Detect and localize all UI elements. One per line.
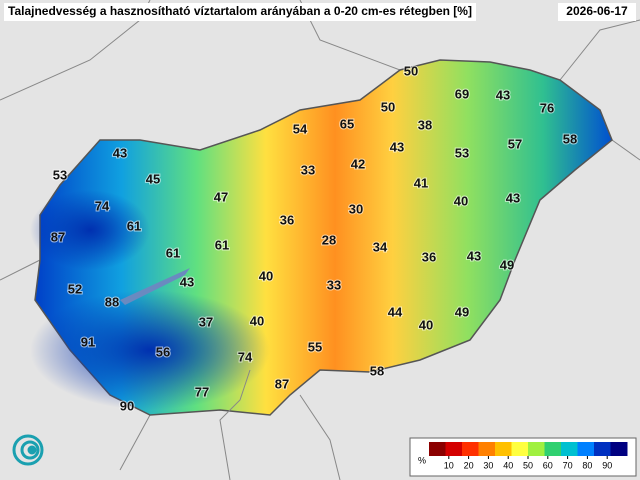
value-label: 53 xyxy=(455,145,469,160)
value-label: 76 xyxy=(540,100,554,115)
value-label: 90 xyxy=(120,398,134,413)
value-label: 43 xyxy=(496,87,510,102)
value-label: 55 xyxy=(308,339,322,354)
value-label: 40 xyxy=(250,313,264,328)
value-label: 43 xyxy=(390,139,404,154)
logo xyxy=(12,434,44,466)
value-label: 49 xyxy=(455,304,469,319)
value-label: 61 xyxy=(166,245,180,260)
value-label: 58 xyxy=(370,363,384,378)
value-label: 45 xyxy=(146,171,160,186)
value-label: 30 xyxy=(349,201,363,216)
border xyxy=(219,369,251,480)
value-label: 69 xyxy=(455,86,469,101)
colorbar-swatch xyxy=(429,442,446,456)
value-label: 34 xyxy=(373,239,388,254)
value-label: 33 xyxy=(301,162,315,177)
colorbar-tick-label: 90 xyxy=(602,460,612,470)
value-label: 77 xyxy=(195,384,209,399)
colorbar-tick-label: 30 xyxy=(483,460,493,470)
value-label: 49 xyxy=(500,257,514,272)
value-label: 44 xyxy=(388,304,403,319)
value-label: 43 xyxy=(506,190,520,205)
value-label: 42 xyxy=(351,156,365,171)
value-label: 57 xyxy=(508,136,522,151)
colorbar-swatch xyxy=(577,442,595,456)
value-label: 36 xyxy=(280,212,294,227)
value-label: 87 xyxy=(51,229,65,244)
value-label: 53 xyxy=(53,167,67,182)
colorbar-swatch xyxy=(528,442,545,456)
date: 2026-06-17 xyxy=(566,4,628,18)
value-label: 54 xyxy=(293,121,308,136)
colorbar-tick-label: 40 xyxy=(503,460,513,470)
value-label: 40 xyxy=(454,193,468,208)
value-label: 47 xyxy=(214,189,228,204)
colorbar-tick-label: 20 xyxy=(464,460,474,470)
value-label: 58 xyxy=(563,131,577,146)
value-label: 56 xyxy=(156,344,170,359)
value-label: 40 xyxy=(259,268,273,283)
colorbar-swatch xyxy=(478,442,496,456)
value-label: 28 xyxy=(322,232,336,247)
date-box xyxy=(558,3,636,21)
colorbar-swatch xyxy=(462,442,479,456)
value-label: 65 xyxy=(340,116,354,131)
value-label: 38 xyxy=(418,117,432,132)
colorbar-swatch xyxy=(594,442,611,456)
value-label: 40 xyxy=(419,317,433,332)
value-label: 61 xyxy=(215,237,229,252)
value-label: 87 xyxy=(275,376,289,391)
value-label: 36 xyxy=(422,249,436,264)
value-label: 43 xyxy=(467,248,481,263)
colorbar-swatch xyxy=(561,442,578,456)
colorbar-tick-label: 60 xyxy=(543,460,553,470)
colorbar-tick-label: 70 xyxy=(563,460,573,470)
value-label: 37 xyxy=(199,314,213,329)
colorbar-swatch xyxy=(495,442,512,456)
value-label: 33 xyxy=(327,277,341,292)
value-label: 52 xyxy=(68,281,82,296)
value-label: 91 xyxy=(81,334,95,349)
colorbar-swatch xyxy=(610,442,628,456)
value-label: 43 xyxy=(180,274,194,289)
value-label: 61 xyxy=(127,218,141,233)
colorbar-swatch xyxy=(511,442,529,456)
colorbar-tick-label: 10 xyxy=(444,460,454,470)
wet-area xyxy=(30,190,150,270)
value-label: 88 xyxy=(105,294,119,309)
colorbar-unit: % xyxy=(418,455,426,465)
title: Talajnedvesség a hasznosítható víztartal… xyxy=(8,4,472,18)
colorbar-swatch xyxy=(445,442,463,456)
labels: 50 69 43 76 50 54 65 38 43 53 57 58 43 42 33 41 53 45 47 40… xyxy=(50,62,578,414)
wet-area xyxy=(30,290,270,410)
title-box xyxy=(4,3,476,21)
value-label: 50 xyxy=(404,63,418,78)
colorbar-tick-label: 80 xyxy=(582,460,592,470)
colorbar-swatch xyxy=(544,442,562,456)
colorbar-tick-label: 50 xyxy=(523,460,533,470)
value-label: 50 xyxy=(381,99,395,114)
value-label: 74 xyxy=(238,349,253,364)
value-label: 41 xyxy=(414,175,428,190)
lake-balaton xyxy=(120,268,190,305)
value-label: 43 xyxy=(113,145,127,160)
colorbar: % 10 20 30 40 50 60 70 80 90 xyxy=(418,442,628,470)
value-label: 74 xyxy=(95,198,110,213)
